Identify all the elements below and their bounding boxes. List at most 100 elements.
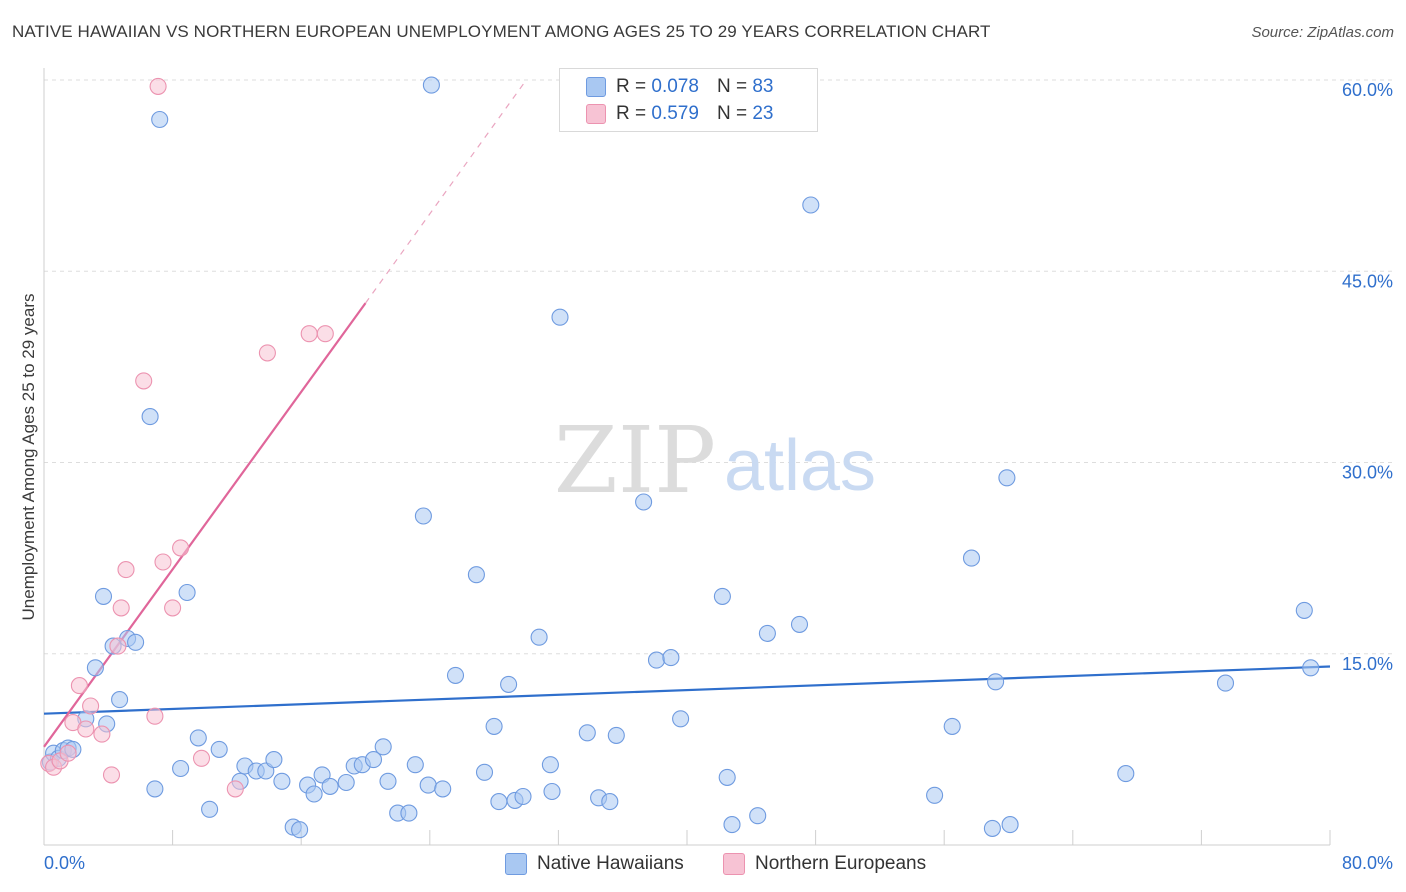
watermark-atlas: atlas bbox=[724, 426, 876, 506]
legend-item-native-hawaiians[interactable]: Native Hawaiians bbox=[505, 851, 684, 877]
data-point-hawaiian bbox=[1216, 674, 1235, 692]
data-point-hawaiian bbox=[141, 408, 159, 426]
data-point-hawaiian bbox=[201, 800, 219, 818]
n-label: N = bbox=[716, 103, 748, 124]
data-point-hawaiian bbox=[758, 624, 776, 642]
data-point-hawaiian bbox=[551, 308, 569, 326]
data-point-european bbox=[109, 637, 127, 655]
chart-title: NATIVE HAWAIIAN VS NORTHERN EUROPEAN UNE… bbox=[12, 22, 991, 41]
source-credit: Source: ZipAtlas.com bbox=[1251, 24, 1394, 41]
n-label: N = bbox=[716, 76, 748, 97]
r-label: R = bbox=[616, 76, 647, 97]
data-point-hawaiian bbox=[111, 691, 129, 709]
y-axis-label: Unemployment Among Ages 25 to 29 years bbox=[19, 294, 38, 621]
data-point-hawaiian bbox=[943, 717, 961, 735]
legend-swatch-pink bbox=[586, 104, 606, 124]
n-value: 83 bbox=[752, 76, 774, 97]
data-point-european bbox=[93, 725, 111, 743]
y-tick-label: 60.0% bbox=[1342, 80, 1393, 100]
data-point-hawaiian bbox=[172, 759, 190, 778]
data-point-hawaiian bbox=[127, 633, 145, 651]
data-point-hawaiian bbox=[983, 819, 1001, 837]
data-point-european bbox=[258, 344, 276, 362]
data-point-european bbox=[59, 744, 77, 762]
data-point-hawaiian bbox=[647, 651, 666, 669]
legend-swatch-pink bbox=[723, 853, 745, 875]
data-point-hawaiian bbox=[400, 804, 418, 822]
data-point-hawaiian bbox=[374, 738, 392, 756]
data-point-hawaiian bbox=[379, 772, 397, 790]
data-point-hawaiian bbox=[419, 776, 437, 794]
data-point-european bbox=[135, 372, 153, 390]
trend-line-europeans bbox=[43, 302, 367, 748]
data-point-european bbox=[316, 325, 334, 343]
data-point-hawaiian bbox=[151, 110, 169, 129]
data-point-hawaiian bbox=[337, 773, 355, 792]
data-point-hawaiian bbox=[672, 710, 690, 728]
data-point-hawaiian bbox=[998, 469, 1016, 487]
watermark-zip: ZIP bbox=[554, 407, 716, 514]
trend-line-europeans-extension bbox=[365, 79, 527, 304]
data-point-european bbox=[70, 677, 88, 695]
data-point-european bbox=[146, 707, 164, 725]
data-point-hawaiian bbox=[86, 659, 104, 677]
data-point-hawaiian bbox=[414, 507, 432, 525]
data-point-hawaiian bbox=[514, 787, 532, 806]
gridlines bbox=[44, 79, 1392, 655]
data-point-hawaiian bbox=[601, 793, 619, 811]
data-point-hawaiian bbox=[1302, 659, 1320, 677]
y-tick-label: 30.0% bbox=[1342, 463, 1393, 483]
data-point-hawaiian bbox=[500, 675, 518, 693]
data-point-hawaiian bbox=[94, 587, 113, 605]
tick-labels: 15.0% 30.0% 45.0% 60.0% 0.0% 80.0% bbox=[44, 80, 1393, 873]
watermark: ZIP atlas bbox=[554, 407, 876, 514]
data-point-hawaiian bbox=[146, 780, 164, 798]
data-point-hawaiian bbox=[802, 196, 820, 214]
data-point-hawaiian bbox=[1117, 765, 1135, 783]
data-point-hawaiian bbox=[530, 628, 548, 646]
x-tick-label-right: 80.0% bbox=[1342, 853, 1393, 873]
data-point-european bbox=[112, 599, 130, 617]
data-point-hawaiian bbox=[662, 649, 680, 667]
data-point-european bbox=[164, 599, 182, 617]
data-point-hawaiian bbox=[434, 780, 452, 798]
data-point-european bbox=[226, 780, 244, 798]
stats-legend: R = 0.078 N = 83 R = 0.579 N = 23 bbox=[559, 68, 818, 132]
data-point-hawaiian bbox=[1295, 601, 1313, 619]
data-point-hawaiian bbox=[543, 782, 561, 801]
data-point-hawaiian bbox=[790, 615, 809, 633]
data-point-european bbox=[154, 553, 172, 571]
y-tick-label: 15.0% bbox=[1342, 654, 1393, 674]
data-point-hawaiian bbox=[718, 768, 736, 786]
data-point-hawaiian bbox=[364, 751, 383, 769]
data-points bbox=[40, 76, 1320, 839]
data-point-hawaiian bbox=[178, 583, 196, 602]
legend-swatch-blue bbox=[586, 77, 606, 97]
stats-legend-row-hawaiians: R = 0.078 N = 83 bbox=[586, 75, 774, 99]
data-point-hawaiian bbox=[490, 793, 508, 811]
data-point-european bbox=[300, 325, 318, 343]
data-point-hawaiian bbox=[578, 724, 596, 742]
data-point-hawaiian bbox=[305, 785, 323, 803]
data-point-hawaiian bbox=[926, 786, 944, 804]
data-point-hawaiian bbox=[273, 772, 291, 790]
data-point-hawaiian bbox=[485, 717, 503, 735]
data-point-hawaiian bbox=[723, 816, 741, 834]
data-point-hawaiian bbox=[467, 566, 485, 584]
data-point-european bbox=[172, 539, 190, 557]
stats-legend-row-europeans: R = 0.579 N = 23 bbox=[586, 102, 774, 126]
trend-line-hawaiians bbox=[43, 665, 1331, 715]
data-point-hawaiian bbox=[713, 587, 731, 605]
legend-item-northern-europeans[interactable]: Northern Europeans bbox=[723, 851, 926, 877]
axes bbox=[43, 68, 1331, 846]
n-value: 23 bbox=[752, 103, 774, 124]
data-point-european bbox=[77, 720, 95, 738]
data-point-european bbox=[149, 77, 167, 95]
data-point-hawaiian bbox=[749, 807, 767, 825]
data-point-hawaiian bbox=[1001, 816, 1019, 834]
data-point-european bbox=[117, 561, 135, 579]
data-point-hawaiian bbox=[475, 763, 494, 781]
y-tick-label: 45.0% bbox=[1342, 271, 1393, 291]
data-point-hawaiian bbox=[635, 493, 653, 511]
data-point-hawaiian bbox=[987, 673, 1005, 691]
